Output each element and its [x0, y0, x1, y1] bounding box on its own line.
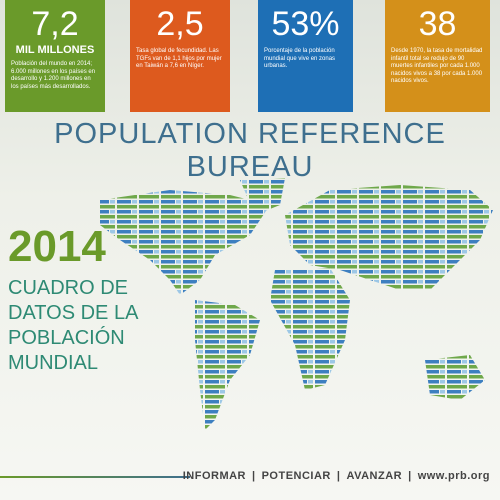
stat-description: Porcentaje de la población mundial que v…	[264, 48, 336, 69]
separator: |	[336, 470, 341, 482]
stat-value: 53%	[271, 5, 340, 43]
stat-description: Desde 1970, la tasa de mortalidad infant…	[391, 48, 483, 84]
subtitle-line: POBLACIÓN	[8, 327, 125, 349]
world-map	[100, 178, 493, 430]
stat-box: 53% Porcentaje de la población mundial q…	[258, 0, 353, 112]
footer-link: POTENCIAR	[261, 470, 331, 482]
stat-value: 2,5	[156, 5, 204, 43]
stat-box: 7,2 MIL MILLONES Población del mundo en …	[5, 0, 105, 112]
footer-rule	[0, 476, 190, 478]
title: POPULATION REFERENCE BUREAU	[54, 118, 446, 183]
year: 2014	[8, 222, 106, 271]
separator: |	[408, 470, 412, 482]
footer-url[interactable]: www.prb.org	[417, 470, 490, 482]
separator: |	[252, 470, 256, 482]
stat-value: 7,2	[31, 5, 79, 43]
footer-link: INFORMAR	[182, 470, 247, 482]
subtitle: CUADRO DE DATOS DE LA POBLACIÓN MUNDIAL	[8, 276, 138, 376]
continents	[100, 178, 493, 430]
stat-value: 38	[418, 5, 457, 43]
subtitle-line: MUNDIAL	[8, 352, 99, 374]
stat-description: Tasa global de fecundidad. Las TGFs van …	[136, 48, 222, 69]
stat-box: 38 Desde 1970, la tasa de mortalidad inf…	[385, 0, 490, 112]
stat-unit: MIL MILLONES	[15, 44, 95, 56]
footer-links: INFORMAR | POTENCIAR | AVANZAR | www.prb…	[183, 470, 490, 482]
subtitle-line: DATOS DE LA	[8, 302, 139, 324]
stat-description: Población del mundo en 2014; 6.000 millo…	[11, 61, 96, 90]
footer: INFORMAR | POTENCIAR | AVANZAR | www.prb…	[0, 464, 500, 490]
subtitle-line: CUADRO DE	[8, 277, 129, 299]
stat-box: 2,5 Tasa global de fecundidad. Las TGFs …	[130, 0, 230, 112]
footer-link: AVANZAR	[346, 470, 403, 482]
